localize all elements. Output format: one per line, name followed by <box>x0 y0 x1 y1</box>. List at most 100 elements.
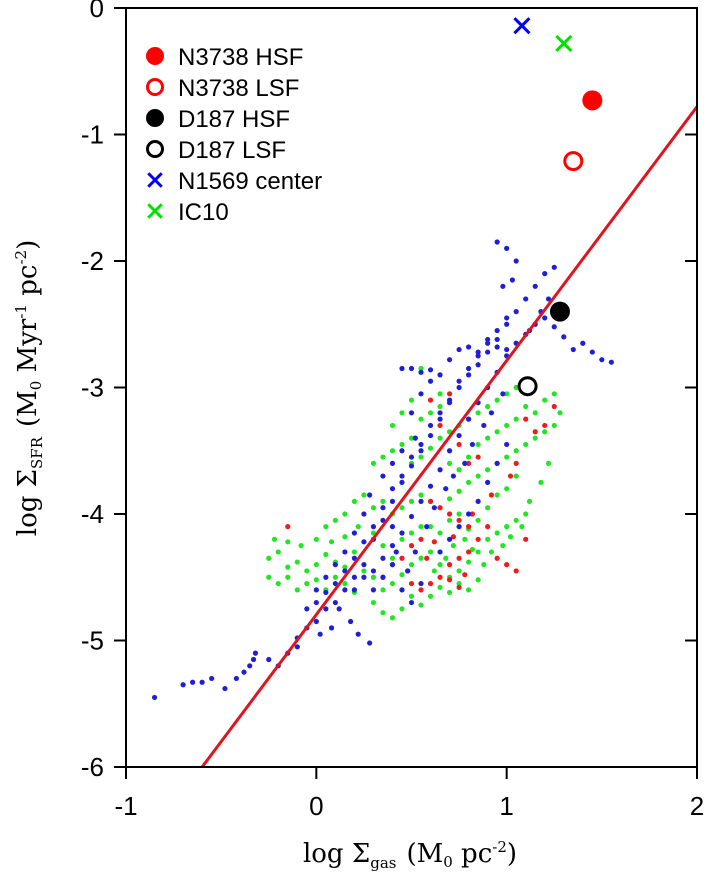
ic10-data-point <box>389 422 396 429</box>
n1569-data-point <box>408 410 415 416</box>
ic10-data-point <box>342 564 348 570</box>
y-label-sub2: 0 <box>27 381 45 391</box>
ic10-data-point <box>342 511 348 517</box>
ic10-data-point <box>408 435 415 441</box>
n1569-data-point <box>351 530 357 536</box>
cross-stroke <box>147 203 163 219</box>
legend-marker <box>146 78 164 96</box>
ic10-data-point <box>427 549 434 555</box>
n1569-data-point <box>323 589 329 596</box>
n1569-data-point <box>570 346 576 353</box>
n1569-data-point <box>347 618 354 625</box>
ic10-data-point <box>437 391 443 397</box>
n1569-data-point <box>494 327 500 334</box>
n1569-data-point <box>466 511 472 517</box>
n1569-data-point <box>485 336 491 343</box>
ic10-data-point <box>408 498 415 504</box>
y-tick-labels: -6 -5 -4 -3 -2 -1 0 <box>81 0 104 782</box>
ic10-data-point <box>513 448 519 454</box>
n1569-data-point <box>462 460 468 466</box>
n1569-data-point <box>427 422 434 429</box>
n1569-data-point <box>504 346 510 353</box>
n1569-data-point <box>431 505 437 511</box>
ic10-data-point <box>389 555 396 561</box>
n1569-data-point <box>500 283 506 289</box>
highlight-layer <box>513 17 603 397</box>
legend-label: D187 HSF <box>178 106 290 133</box>
legend-label: IC10 <box>178 199 229 226</box>
n1569-data-point <box>399 587 405 593</box>
ic10-data-point <box>475 517 481 523</box>
n1569-data-point <box>151 694 158 701</box>
n1569-data-point <box>456 432 462 439</box>
ic10-data-point <box>523 441 529 448</box>
n1569-data-point <box>437 410 443 416</box>
ic10-data-point <box>304 580 310 587</box>
n3738-data-point <box>418 587 424 593</box>
n1569-data-point <box>389 486 396 492</box>
n1569-data-point <box>456 378 462 384</box>
n1569-data-point <box>504 441 510 448</box>
n1569-data-point <box>424 524 430 530</box>
n1569-data-point <box>446 357 453 363</box>
ic10-data-point <box>370 599 377 606</box>
n1569-data-point <box>361 574 367 580</box>
ic10-data-point <box>380 498 386 504</box>
n3738-data-point <box>424 555 430 561</box>
ic10-data-point <box>313 536 319 542</box>
n1569-data-point <box>456 384 462 391</box>
ic10-data-point <box>427 445 434 451</box>
n3738-data-point <box>427 397 434 403</box>
n1569-data-point <box>466 344 472 350</box>
x-tick-labels: -1 0 1 2 <box>114 791 704 821</box>
n1569-data-point <box>180 682 186 688</box>
n3738-data-point <box>469 511 476 517</box>
n3738-data-point <box>532 429 538 435</box>
y-label-sub: SFR <box>28 436 46 469</box>
ic10-data-point <box>475 410 481 416</box>
x-tick-label: -1 <box>114 791 137 821</box>
n1569-data-point <box>367 492 373 498</box>
n3738-data-point <box>431 539 437 545</box>
ic10-data-point <box>380 543 386 549</box>
n1569-data-point <box>233 675 239 682</box>
ic10-data-point <box>342 534 348 540</box>
n1569-data-point <box>427 483 434 489</box>
n1569-data-point <box>418 391 424 397</box>
n1569-data-point <box>323 606 329 612</box>
ic10-data-point <box>437 562 443 568</box>
n1569-data-point <box>443 486 449 492</box>
ic10-data-point <box>504 422 510 429</box>
x-label-sub: gas <box>370 854 396 872</box>
ic10-data-point <box>504 454 510 460</box>
ic10-data-point <box>485 536 491 542</box>
legend: N3738 HSF N3738 LSF D187 HSF D187 LSF N1… <box>146 44 322 226</box>
n1569-data-point <box>450 473 456 479</box>
n3738-data-point <box>523 416 529 422</box>
n1569-data-point <box>355 631 361 637</box>
n1569-data-point <box>389 562 396 568</box>
ic10-data-point <box>485 435 491 441</box>
y-label-suffix: (M <box>13 390 43 427</box>
ic10-data-point <box>456 580 462 587</box>
ic10-data-point <box>526 498 533 504</box>
n3738-data-point <box>427 580 434 587</box>
n3738-data-point <box>427 498 434 504</box>
y-tick-label: -2 <box>81 246 104 276</box>
ic10-data-point <box>542 429 548 435</box>
ic10-data-point <box>456 467 462 473</box>
ic10-data-point <box>389 580 396 587</box>
n1569-data-point <box>389 524 396 530</box>
n1569-data-point <box>405 568 411 574</box>
n1569-data-point <box>250 656 257 663</box>
ic10-data-point <box>427 410 434 416</box>
highlight-point <box>555 34 573 52</box>
n1569-data-point <box>361 562 367 568</box>
ic10-data-point <box>446 496 453 502</box>
n1569-data-point <box>418 448 424 454</box>
ic10-data-point <box>446 517 453 523</box>
y-tick-label: 0 <box>90 0 104 23</box>
n1569-data-point <box>313 599 319 606</box>
x-tick-label: 1 <box>499 791 513 821</box>
ic10-data-point <box>437 530 443 536</box>
